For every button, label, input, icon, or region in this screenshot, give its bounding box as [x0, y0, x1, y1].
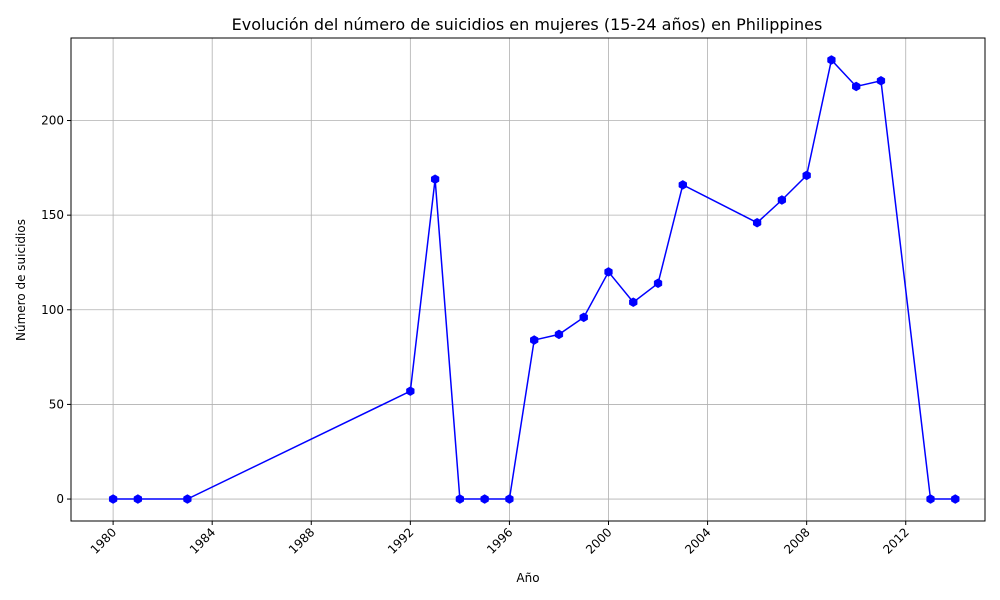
y-axis-ticks: 0 50 100 150 200	[41, 114, 71, 506]
y-tick-label: 100	[41, 303, 64, 317]
x-tick-label: 2008	[781, 525, 812, 556]
x-tick-label: 1984	[187, 525, 218, 556]
data-point	[827, 55, 836, 65]
y-tick-label: 50	[49, 397, 64, 411]
plot-area-frame	[70, 37, 986, 522]
data-point	[480, 494, 489, 504]
data-point	[926, 494, 935, 504]
y-tick-label: 150	[41, 208, 64, 222]
x-tick-label: 2004	[682, 525, 713, 556]
data-point	[802, 170, 811, 181]
data-point	[554, 329, 564, 340]
data-point	[604, 267, 613, 277]
data-point	[430, 174, 440, 184]
series-line	[113, 58, 956, 500]
data-point	[852, 81, 861, 92]
x-tick-label: 1980	[88, 525, 119, 556]
data-point	[505, 494, 514, 504]
x-axis-label: Año	[516, 571, 539, 585]
y-tick-label: 200	[41, 114, 64, 128]
series-layer	[108, 55, 960, 504]
chart-title: Evolución del número de suicidios en muj…	[232, 15, 823, 34]
x-tick-label: 2000	[583, 525, 614, 556]
data-point	[108, 494, 118, 504]
data-point	[629, 297, 638, 307]
data-point	[406, 386, 415, 396]
grid-lines	[71, 38, 985, 521]
x-tick-label: 1992	[385, 525, 416, 556]
data-point	[777, 195, 787, 205]
data-point	[876, 75, 886, 86]
data-point	[653, 278, 663, 289]
y-tick-label: 0	[56, 492, 64, 506]
data-point	[183, 494, 192, 504]
data-point	[133, 494, 143, 504]
x-tick-label: 1996	[484, 525, 515, 556]
x-tick-label: 2012	[880, 525, 911, 556]
y-axis-label: Número de suicidios	[14, 219, 28, 341]
data-point	[530, 335, 539, 345]
data-point	[455, 494, 465, 504]
data-point	[579, 312, 588, 323]
x-tick-label: 1988	[286, 525, 317, 556]
data-point	[678, 180, 687, 190]
data-point	[752, 217, 762, 228]
data-point	[951, 494, 960, 504]
x-axis-ticks: 1980 1984 1988 1992 1996 2000 2004 2008 2012	[88, 521, 912, 557]
